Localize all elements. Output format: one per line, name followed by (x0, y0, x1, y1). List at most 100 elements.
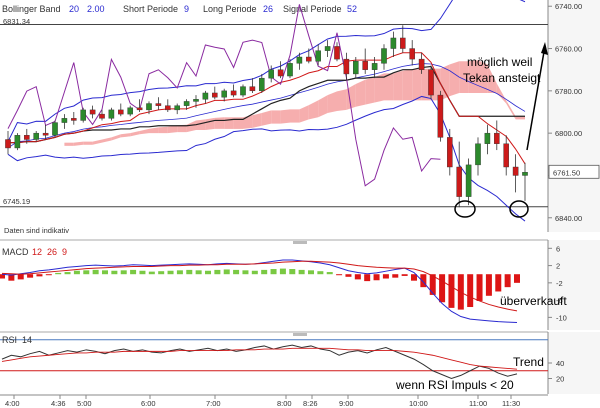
candle-body (42, 132, 49, 136)
macd-histogram-bar (317, 271, 324, 275)
trend-arrow-line (526, 45, 546, 151)
top-value-label: 6831.34 (3, 17, 30, 26)
macd-histogram-bar (139, 270, 146, 275)
macd-histogram-bar (326, 272, 333, 275)
candle-body (146, 103, 152, 111)
candle-body (437, 94, 444, 138)
macd-histogram-bar (429, 274, 436, 295)
ichimoku-cloud-segment (384, 73, 394, 101)
candle-body (174, 105, 180, 111)
macd-histogram-bar (504, 274, 511, 288)
macd-histogram-bar (289, 269, 296, 275)
time-tick-label: 8:26 (303, 399, 318, 408)
annotation-trend: Trend (513, 355, 544, 369)
candle-body (136, 107, 143, 111)
ichimoku-cloud-segment (73, 141, 84, 146)
ichimoku-cloud-segment (111, 134, 121, 141)
candle-body (456, 166, 462, 197)
candle-body (353, 61, 359, 75)
rsi-header: RSI 14 (2, 335, 32, 345)
signal-period-value: 52 (347, 4, 357, 14)
price-tick-label: 6740.00 (555, 2, 582, 11)
macd-tick-label: -2 (556, 279, 563, 288)
ichimoku-cloud-segment (355, 79, 366, 107)
ichimoku-cloud-segment (186, 120, 196, 133)
short-period-value: 9 (184, 4, 189, 14)
ichimoku-cloud-segment (487, 64, 497, 93)
price-tick-label: 6760.00 (555, 45, 582, 54)
candle-body (230, 90, 237, 96)
price-pane: 6745.196840.006820.006800.006780.006760.… (0, 0, 600, 232)
macd-histogram-bar (36, 274, 43, 277)
time-tick-label: 4:00 (5, 399, 20, 408)
candle-body (400, 37, 406, 49)
candle-body (447, 137, 453, 168)
signal-period-label: Signal Periode (283, 4, 342, 14)
candle-body (240, 86, 246, 96)
circle-low-1 (454, 200, 476, 218)
candle-body (484, 132, 491, 144)
candle-body (296, 56, 303, 64)
macd-histogram-bar (336, 274, 343, 276)
candle-body (259, 77, 265, 92)
ichimoku-cloud-segment (130, 131, 140, 137)
macd-histogram-bar (158, 271, 165, 275)
macd-histogram-bar (130, 269, 137, 275)
time-tick-label: 8:00 (277, 399, 292, 408)
candle-body (390, 37, 397, 49)
macd-histogram-bar (279, 268, 286, 275)
long-period-value: 26 (263, 4, 273, 14)
macd-histogram-bar (167, 270, 174, 275)
price-tick-label: 6840.00 (555, 214, 582, 223)
macd-histogram-bar (270, 269, 277, 275)
macd-param-1: 12 (32, 247, 42, 257)
ichimoku-cloud-segment (280, 109, 290, 124)
bollinger-upper-line (7, 0, 526, 142)
macd-histogram-bar (354, 274, 361, 280)
rsi-label: RSI (2, 335, 17, 345)
ichimoku-cloud-segment (506, 100, 516, 120)
macd-label: MACD (2, 247, 29, 257)
time-tick-label: 6:00 (141, 399, 156, 408)
candle-body (494, 132, 500, 144)
macd-histogram-bar (392, 274, 399, 278)
rsi-axis-background (548, 332, 600, 394)
candle-body (381, 48, 387, 64)
candle-body (71, 118, 77, 121)
chikou-line (7, 4, 441, 187)
macd-histogram-bar (195, 270, 202, 275)
pane-splitter-grip (293, 333, 307, 336)
ichimoku-cloud-segment (299, 105, 309, 123)
low-value-label: 6745.19 (3, 197, 30, 206)
candle-body (343, 58, 350, 75)
time-tick-label: 5:00 (77, 399, 92, 408)
candle-body (24, 135, 30, 140)
candle-body (61, 118, 68, 123)
annotations: möglich weil Tekan ansteigt überverkauft… (395, 42, 567, 392)
ichimoku-cloud-segment (337, 89, 347, 111)
ichimoku-cloud-segment (149, 127, 159, 134)
ichimoku-cloud-segment (252, 113, 262, 128)
macd-histogram-bar (55, 272, 62, 275)
candle-body (165, 105, 171, 111)
macd-pane: 6 2 -2 -6 -10 (0, 239, 600, 330)
ichimoku-cloud-segment (308, 100, 319, 120)
time-tick-label: 10:00 (409, 399, 428, 408)
tenkan-line (8, 52, 526, 165)
macd-tick-label: 6 (556, 244, 560, 253)
macd-histogram-bar (0, 274, 5, 279)
time-axis: 4:00 4:36 5:00 6:00 7:00 8:00 8:26 9:00 10:00 11:… (0, 394, 548, 408)
bollinger-deviation: 2.00 (87, 4, 105, 14)
candle-body (212, 92, 218, 98)
macd-histogram-bar (401, 274, 408, 276)
price-tick-label: 6780.00 (555, 87, 582, 96)
rsi-average-line (1, 347, 518, 370)
macd-histogram-bar (382, 274, 389, 279)
macd-histogram-bar (205, 270, 211, 275)
circle-low-2 (509, 200, 529, 218)
macd-histogram-bar (223, 269, 230, 275)
rsi-pane: 40 20 (0, 331, 600, 394)
ichimoku-cloud-segment (449, 61, 460, 97)
macd-histogram-bar (251, 270, 258, 275)
ichimoku-cloud-segment (261, 110, 272, 126)
